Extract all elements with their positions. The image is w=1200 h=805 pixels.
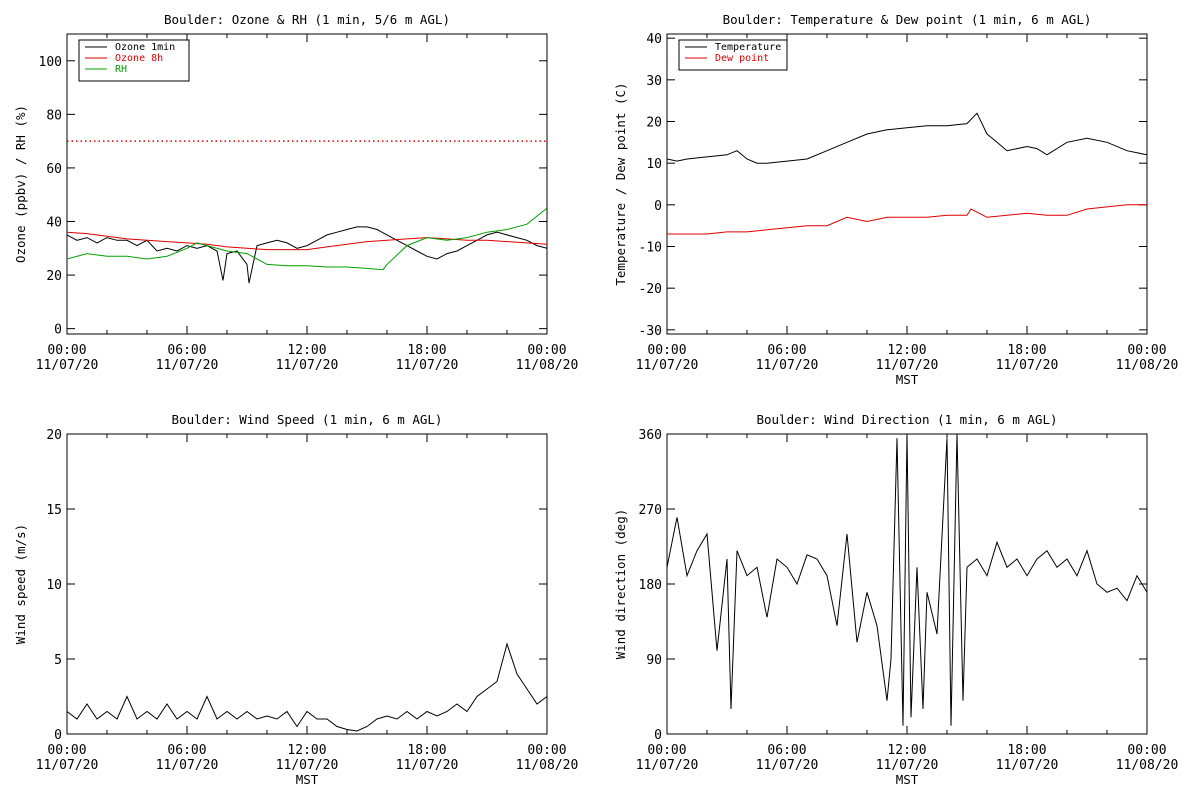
y-tick-label: 40 bbox=[646, 32, 662, 47]
series-line-rh bbox=[67, 207, 547, 271]
chart-panel-3: Boulder: Wind Speed (1 min, 6 m AGL) 0 5 10… bbox=[13, 412, 578, 787]
series-line-dew-point bbox=[667, 204, 1147, 235]
x-tick-label-time: 00:00 bbox=[1127, 743, 1166, 758]
y-tick-label: -30 bbox=[639, 324, 662, 339]
x-tick-label-time: 00:00 bbox=[527, 343, 566, 358]
y-tick-label: 20 bbox=[646, 116, 662, 131]
y-tick-label: 360 bbox=[639, 428, 662, 443]
x-tick-label-time: 06:00 bbox=[167, 343, 206, 358]
x-tick-label-date: 11/08/20 bbox=[516, 758, 579, 773]
chart-panel-2: Boulder: Temperature & Dew point (1 min,… bbox=[613, 12, 1178, 387]
legend-box bbox=[678, 39, 788, 71]
x-tick-label-date: 11/08/20 bbox=[1116, 358, 1179, 373]
y-tick-label: -10 bbox=[639, 241, 662, 256]
x-tick-label-date: 11/07/20 bbox=[876, 758, 939, 773]
series-line-series-1 bbox=[67, 642, 547, 732]
series-line-series-1 bbox=[667, 434, 1147, 726]
chart-panel-1: Boulder: Ozone & RH (1 min, 5/6 m AGL) 0 2… bbox=[13, 12, 578, 373]
x-axis-label: MST bbox=[296, 772, 319, 787]
x-tick-label-time: 00:00 bbox=[647, 743, 686, 758]
x-tick-label-date: 11/07/20 bbox=[276, 758, 339, 773]
y-tick-label: 10 bbox=[46, 578, 62, 593]
x-tick-label-time: 18:00 bbox=[1007, 343, 1046, 358]
y-tick-label: 40 bbox=[46, 216, 62, 231]
series-line-ozone-1min bbox=[67, 226, 547, 284]
x-tick-label-time: 12:00 bbox=[887, 343, 926, 358]
chart-title: Boulder: Wind Direction (1 min, 6 m AGL) bbox=[756, 412, 1057, 427]
plot-frame bbox=[66, 433, 548, 735]
x-tick-label-time: 06:00 bbox=[167, 743, 206, 758]
x-tick-label-date: 11/07/20 bbox=[396, 758, 459, 773]
chart-panel-4: Boulder: Wind Direction (1 min, 6 m AGL)… bbox=[613, 412, 1178, 787]
y-axis-label: Wind direction (deg) bbox=[613, 509, 628, 660]
legend-label: Temperature bbox=[715, 42, 781, 53]
legend-label: RH bbox=[115, 64, 127, 75]
x-tick-label-time: 00:00 bbox=[1127, 343, 1166, 358]
x-tick-label-date: 11/07/20 bbox=[876, 358, 939, 373]
legend-label: Ozone 8h bbox=[115, 53, 163, 64]
x-tick-label-time: 00:00 bbox=[527, 743, 566, 758]
x-tick-label-date: 11/07/20 bbox=[636, 758, 699, 773]
x-tick-label-date: 11/07/20 bbox=[36, 358, 99, 373]
series-line-temperature bbox=[667, 112, 1147, 164]
x-tick-label-date: 11/07/20 bbox=[276, 358, 339, 373]
y-tick-label: 100 bbox=[39, 55, 62, 70]
y-axis-label: Ozone (ppbv) / RH (%) bbox=[13, 105, 28, 263]
x-tick-label-time: 06:00 bbox=[767, 743, 806, 758]
y-tick-label: 0 bbox=[54, 728, 62, 743]
x-tick-label-date: 11/07/20 bbox=[156, 758, 219, 773]
x-tick-label-time: 12:00 bbox=[287, 743, 326, 758]
x-tick-label-date: 11/07/20 bbox=[636, 358, 699, 373]
plot-frame bbox=[666, 33, 1148, 335]
x-tick-label-time: 18:00 bbox=[407, 343, 446, 358]
y-tick-label: 5 bbox=[54, 653, 62, 668]
x-tick-label-date: 11/07/20 bbox=[396, 358, 459, 373]
chart-title: Boulder: Temperature & Dew point (1 min,… bbox=[723, 12, 1092, 27]
x-tick-label-time: 12:00 bbox=[287, 343, 326, 358]
y-tick-label: -20 bbox=[639, 282, 662, 297]
x-tick-label-date: 11/07/20 bbox=[156, 358, 219, 373]
x-tick-label-date: 11/07/20 bbox=[996, 358, 1059, 373]
y-tick-label: 20 bbox=[46, 269, 62, 284]
y-axis-label: Temperature / Dew point (C) bbox=[613, 82, 628, 285]
y-tick-label: 80 bbox=[46, 108, 62, 123]
chart-title: Boulder: Ozone & RH (1 min, 5/6 m AGL) bbox=[164, 12, 450, 27]
x-tick-label-date: 11/07/20 bbox=[996, 758, 1059, 773]
x-tick-label-time: 06:00 bbox=[767, 343, 806, 358]
x-axis-label: MST bbox=[896, 372, 919, 387]
y-tick-label: 20 bbox=[46, 428, 62, 443]
chart-title: Boulder: Wind Speed (1 min, 6 m AGL) bbox=[172, 412, 443, 427]
series-line-ozone-8h bbox=[67, 231, 547, 251]
x-tick-label-date: 11/07/20 bbox=[756, 758, 819, 773]
x-tick-label-time: 00:00 bbox=[47, 343, 86, 358]
legend-label: Ozone 1min bbox=[115, 42, 175, 53]
y-tick-label: 90 bbox=[646, 653, 662, 668]
x-axis-label: MST bbox=[896, 772, 919, 787]
y-tick-label: 10 bbox=[646, 157, 662, 172]
y-tick-label: 30 bbox=[646, 74, 662, 89]
x-tick-label-time: 18:00 bbox=[1007, 743, 1046, 758]
x-tick-label-time: 18:00 bbox=[407, 743, 446, 758]
y-tick-label: 0 bbox=[654, 199, 662, 214]
x-tick-label-date: 11/07/20 bbox=[36, 758, 99, 773]
y-tick-label: 0 bbox=[54, 323, 62, 338]
x-tick-label-date: 11/07/20 bbox=[756, 358, 819, 373]
x-tick-label-time: 12:00 bbox=[887, 743, 926, 758]
x-tick-label-time: 00:00 bbox=[647, 343, 686, 358]
x-tick-label-date: 11/08/20 bbox=[516, 358, 579, 373]
y-tick-label: 270 bbox=[639, 503, 662, 518]
x-tick-label-time: 00:00 bbox=[47, 743, 86, 758]
y-tick-label: 0 bbox=[654, 728, 662, 743]
plot-frame bbox=[666, 433, 1148, 735]
y-tick-label: 15 bbox=[46, 503, 62, 518]
y-tick-label: 180 bbox=[639, 578, 662, 593]
y-tick-label: 60 bbox=[46, 162, 62, 177]
x-tick-label-date: 11/08/20 bbox=[1116, 758, 1179, 773]
y-axis-label: Wind speed (m/s) bbox=[13, 524, 28, 644]
legend-label: Dew point bbox=[715, 53, 769, 64]
